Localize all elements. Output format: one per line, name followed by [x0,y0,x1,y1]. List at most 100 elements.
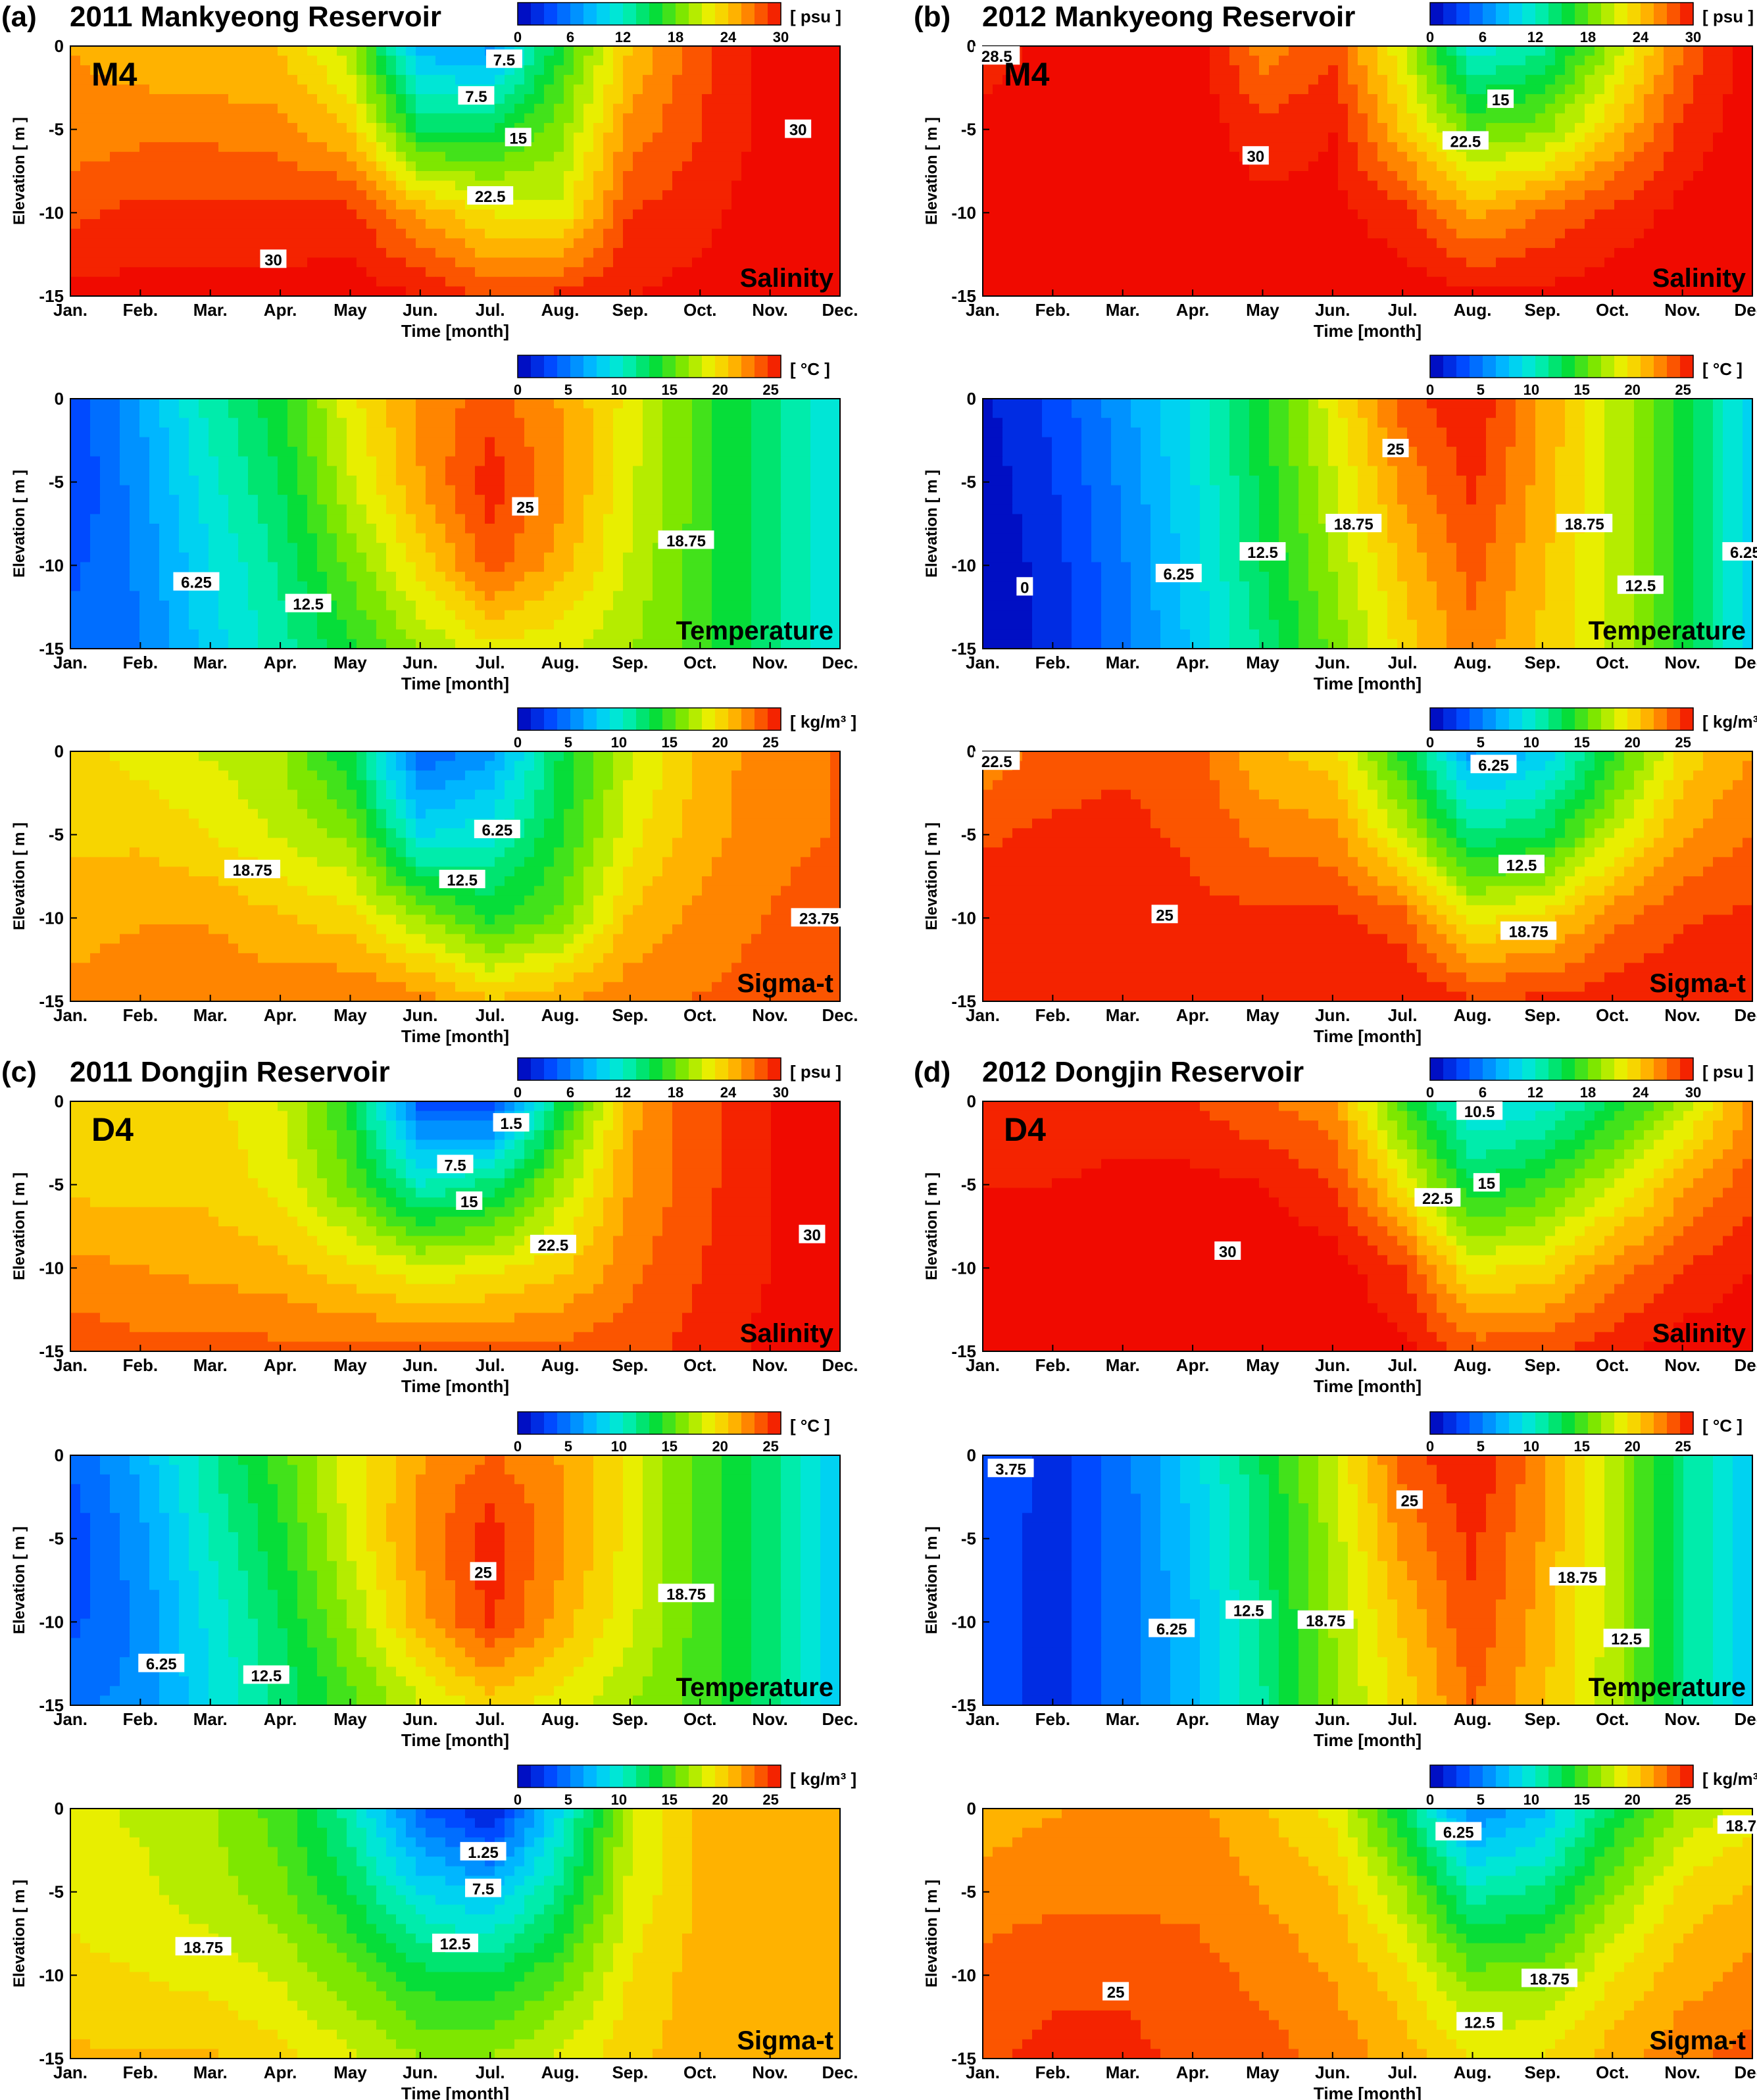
heat-cell [169,238,180,248]
heat-cell [396,248,407,258]
heat-cell [179,219,189,229]
heat-cell [445,229,456,239]
heat-cell [337,133,347,143]
heat-cell [366,46,377,56]
heat-cell [574,84,584,94]
heat-cell [327,104,337,114]
heat-cell [731,46,742,56]
heat-cell [70,200,81,210]
heat-cell [416,161,426,171]
heat-cell [376,209,387,219]
heat-cell [505,209,515,219]
heat-cell [258,104,268,114]
heat-cell [761,152,772,162]
heat-cell [445,190,456,200]
heat-cell [574,142,584,152]
heat-cell [218,65,229,75]
heat-cell [771,171,781,181]
heat-cell [90,238,101,248]
heat-cell [130,161,140,171]
heat-cell [505,113,515,123]
heat-cell [682,75,693,85]
heat-cell [258,65,268,75]
heat-cell [524,181,535,191]
heat-cell [623,219,633,229]
heat-cell [465,75,476,85]
heat-cell [771,248,781,258]
heat-cell [593,123,604,133]
heat-cell [583,133,594,143]
heat-cell [810,219,821,229]
heat-cell [692,161,703,171]
heat-cell [771,181,781,191]
heat-cell [159,123,170,133]
heat-cell [712,65,722,75]
heat-cell [90,248,101,258]
heat-cell [603,75,614,85]
heat-cell [406,209,416,219]
heat-cell [702,133,712,143]
heat-cell [199,152,209,162]
heat-cell [820,200,831,210]
heat-cell [445,248,456,258]
heat-cell [574,200,584,210]
heat-cell [120,181,130,191]
heat-cell [100,258,111,268]
heat-cell [682,123,693,133]
heat-cell [100,46,111,56]
heat-cell [238,248,249,258]
heat-cell [810,56,821,66]
heat-cell [120,161,130,171]
heat-cell [209,171,219,181]
heat-cell [534,181,545,191]
heat-cell [258,46,268,56]
heat-cell [682,229,693,239]
heat-cell [238,75,249,85]
heat-cell [692,238,703,248]
heat-cell [416,152,426,162]
heat-cell [426,190,436,200]
heat-cell [820,113,831,123]
heat-cell [820,65,831,75]
heat-cell [662,171,673,181]
heat-cell [603,113,614,123]
heat-cell [653,161,663,171]
heat-cell [258,113,268,123]
heat-cell [169,229,180,239]
heat-cell [761,133,772,143]
heat-cell [357,238,367,248]
heat-cell [771,229,781,239]
heat-cell [199,56,209,66]
heat-cell [297,229,308,239]
heat-cell [218,248,229,258]
heat-cell [435,229,446,239]
heat-cell [495,229,505,239]
heat-cell [396,219,407,229]
heat-cell [337,113,347,123]
heat-cell [396,133,407,143]
heat-cell [820,209,831,219]
heat-cell [603,229,614,239]
heat-cell [653,229,663,239]
heat-cell [209,84,219,94]
heat-cell [80,104,91,114]
heat-cell [209,142,219,152]
heat-cell [731,65,742,75]
heat-cell [396,123,407,133]
heat-cell [564,84,574,94]
heat-cell [179,65,189,75]
heat-cell [110,219,120,229]
heat-cell [702,161,712,171]
heat-cell [209,56,219,66]
heat-cell [248,219,259,229]
heat-cell [574,75,584,85]
heat-cell [623,104,633,114]
heat-cell [534,123,545,133]
heat-cell [830,94,841,104]
heat-cell [544,46,555,56]
heat-cell [731,104,742,114]
heat-cell [426,152,436,162]
heat-cell [347,200,357,210]
heat-cell [179,104,189,114]
heat-cell [692,56,703,66]
